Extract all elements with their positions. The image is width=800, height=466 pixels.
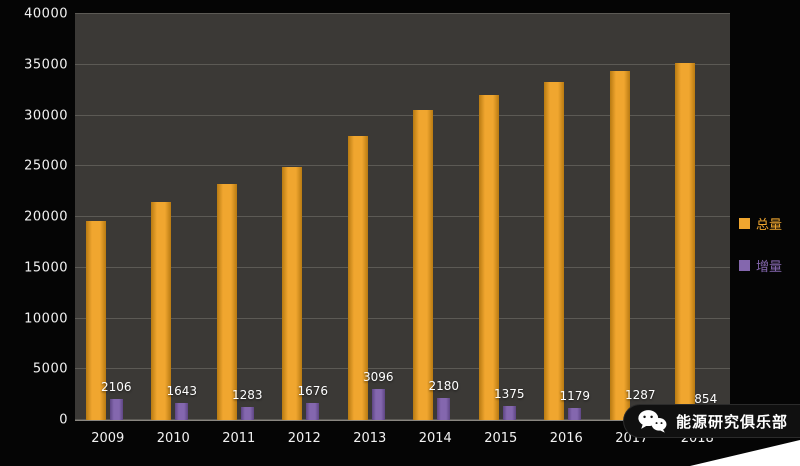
gridline: [75, 165, 730, 167]
bar-total: [282, 167, 303, 420]
gridline: [75, 317, 730, 319]
y-tick-label: 5000: [32, 361, 68, 377]
wechat-icon: [637, 409, 667, 433]
bar-increment: [240, 406, 254, 420]
x-tick-label: 2013: [353, 431, 387, 446]
y-tick-label: 40000: [24, 6, 68, 22]
bar-value-label: 1676: [297, 384, 329, 398]
gridline: [75, 13, 730, 14]
x-axis: 2009 2010 2011 2012 2013 2014 2015 2016 2017 2018: [0, 431, 800, 451]
y-tick-label: 15000: [24, 260, 68, 276]
gridline: [75, 114, 730, 116]
watermark-text: 能源研究俱乐部: [675, 412, 788, 431]
y-tick-label: 0: [59, 412, 68, 428]
bar-value-label: 3096: [362, 369, 394, 384]
bar-total: [478, 95, 499, 420]
x-tick-label: 2014: [418, 431, 452, 446]
bar-value-label: 1287: [624, 387, 656, 402]
legend: 总量 增量: [739, 214, 782, 275]
y-tick-label: 10000: [24, 311, 68, 326]
bar-total: [675, 62, 696, 420]
bar-value-label: 1179: [559, 389, 591, 404]
x-tick-label: 2009: [91, 431, 125, 446]
y-tick-label: 30000: [24, 108, 68, 123]
bar-value-label: 2106: [100, 379, 132, 394]
x-tick-label: 2011: [222, 431, 256, 446]
bar-total: [151, 201, 172, 420]
bar-total: [609, 70, 630, 420]
bar-increment: [109, 398, 123, 420]
bar-increment: [175, 403, 189, 420]
watermark-badge: 能源研究俱乐部: [622, 404, 800, 438]
bar-increment: [502, 406, 516, 420]
gridline: [75, 419, 730, 420]
y-tick-label: 25000: [24, 158, 68, 174]
gridline: [75, 216, 730, 217]
bar-total: [413, 110, 434, 420]
bar-increment: [371, 388, 385, 420]
x-tick-label: 2012: [287, 431, 321, 446]
legend-swatch-total: [739, 218, 750, 229]
gridline: [75, 63, 730, 65]
gridline: [75, 368, 730, 370]
bar-value-label: 1283: [231, 387, 263, 402]
bar-increment: [306, 403, 320, 420]
legend-label-total: 总量: [756, 218, 783, 233]
bar-value-label: 2180: [428, 378, 460, 393]
bar-total: [216, 183, 237, 420]
bar-total: [544, 82, 565, 420]
bar-value-label: 1375: [493, 387, 525, 402]
legend-item-increment: 增量: [739, 256, 782, 275]
y-axis: 0 5000 10000 15000 20000 25000 30000 35000 40000: [0, 0, 68, 466]
bar-increment: [437, 397, 451, 420]
bar-value-label: 1643: [166, 384, 198, 399]
bar-value-label: 854: [694, 392, 718, 407]
y-tick-label: 20000: [24, 209, 68, 225]
bar-total: [347, 135, 368, 420]
bar-increment: [568, 408, 582, 420]
gridline: [75, 266, 730, 268]
x-tick-label: 2016: [549, 431, 583, 446]
x-tick-label: 2015: [484, 431, 518, 446]
legend-label-increment: 增量: [756, 260, 783, 275]
legend-swatch-increment: [739, 260, 750, 271]
legend-item-total: 总量: [739, 214, 782, 233]
bar-total: [85, 221, 106, 420]
bars-layer: 2106 1643 1283 1676 3096 2180 1375 1179 1287 854: [75, 14, 730, 420]
plot-area: 2106 1643 1283 1676 3096 2180 1375 1179 1287 854: [75, 13, 730, 421]
x-tick-label: 2010: [156, 431, 190, 446]
y-tick-label: 35000: [24, 57, 68, 73]
